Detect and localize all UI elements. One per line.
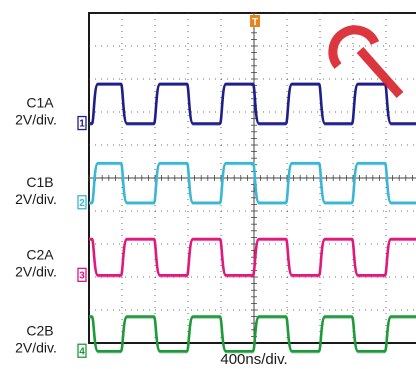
channel-marker-number: 4 xyxy=(79,346,85,357)
channel-ground-marker xyxy=(77,267,87,283)
channel-marker-number: 3 xyxy=(79,270,85,281)
trace-noise-c2a xyxy=(89,240,416,278)
trace-noise-c1a xyxy=(89,85,416,126)
channel-ground-marker xyxy=(77,115,87,131)
trigger-marker: T xyxy=(250,15,260,28)
watermark-arc xyxy=(328,25,380,69)
channel-ground-marker xyxy=(77,343,87,358)
channel-ground-marker xyxy=(77,195,87,210)
channel-marker-number: 2 xyxy=(79,198,85,209)
channel-scale-label: 2V/div. xyxy=(15,191,57,207)
channel-marker-number: 1 xyxy=(79,119,85,130)
time-scale-label: 400ns/div. xyxy=(220,351,287,368)
channel-name-label: C1A xyxy=(26,95,54,111)
trigger-letter: T xyxy=(252,17,258,28)
watermark-stroke xyxy=(356,47,404,98)
traces xyxy=(89,82,416,354)
grid xyxy=(88,12,416,344)
channel-scale-label: 2V/div. xyxy=(15,263,57,279)
channel-scale-label: 2V/div. xyxy=(15,339,57,355)
channel-name-label: C2A xyxy=(26,246,54,262)
trace-noise-c1b xyxy=(89,164,416,205)
trigger-flag xyxy=(250,15,260,27)
watermark-icon xyxy=(328,25,404,98)
channel-name-label: C1B xyxy=(26,174,53,190)
trace-noise-c2b xyxy=(89,317,416,354)
channel-scale-label: 2V/div. xyxy=(15,112,57,128)
channel-name-label: C2B xyxy=(26,322,53,338)
